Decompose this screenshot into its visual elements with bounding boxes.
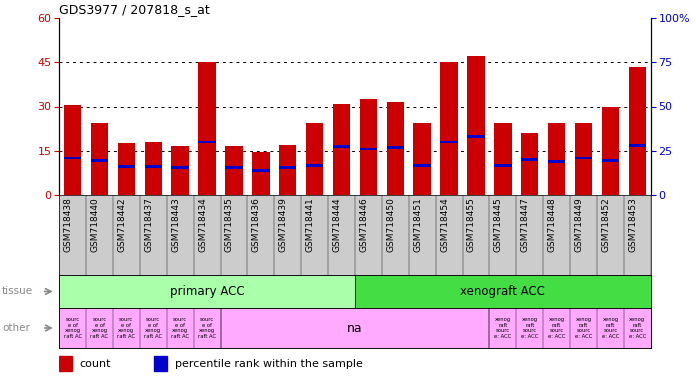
Bar: [386, 146, 404, 149]
Bar: [575, 157, 592, 159]
Text: GSM718447: GSM718447: [521, 197, 530, 252]
Text: GSM718450: GSM718450: [386, 197, 395, 252]
Bar: [467, 56, 484, 195]
Bar: [198, 141, 216, 143]
Bar: [494, 123, 512, 195]
Text: GSM718443: GSM718443: [171, 197, 180, 252]
Bar: [252, 169, 269, 172]
Bar: [333, 145, 350, 148]
Bar: [118, 143, 135, 195]
Bar: [575, 123, 592, 195]
Text: GSM718452: GSM718452: [601, 197, 610, 252]
Text: xenograft ACC: xenograft ACC: [461, 285, 545, 298]
Bar: [306, 164, 324, 167]
Bar: [355, 275, 651, 308]
Text: GSM718434: GSM718434: [198, 197, 207, 252]
Text: GSM718445: GSM718445: [494, 197, 503, 252]
Bar: [386, 102, 404, 195]
Text: GSM718453: GSM718453: [628, 197, 638, 252]
Bar: [154, 356, 167, 371]
Bar: [521, 133, 539, 195]
Bar: [413, 123, 431, 195]
Bar: [601, 159, 619, 162]
Text: xenog
raft
sourc
e: ACC: xenog raft sourc e: ACC: [521, 317, 539, 339]
Bar: [59, 356, 72, 371]
Bar: [198, 62, 216, 195]
Text: GSM718449: GSM718449: [574, 197, 583, 252]
Bar: [467, 135, 484, 138]
Text: GSM718437: GSM718437: [144, 197, 153, 252]
Text: other: other: [2, 323, 30, 333]
Text: na: na: [347, 321, 363, 334]
Bar: [90, 123, 109, 195]
Bar: [628, 144, 646, 147]
Text: GSM718448: GSM718448: [548, 197, 557, 252]
Text: xenog
raft
sourc
e: ACC: xenog raft sourc e: ACC: [628, 317, 646, 339]
Bar: [601, 106, 619, 195]
Text: GSM718442: GSM718442: [118, 197, 127, 252]
Text: xenog
raft
sourc
e: ACC: xenog raft sourc e: ACC: [602, 317, 619, 339]
Text: GSM718441: GSM718441: [306, 197, 315, 252]
Bar: [59, 275, 355, 308]
Text: tissue: tissue: [2, 286, 33, 296]
Text: percentile rank within the sample: percentile rank within the sample: [175, 359, 363, 369]
Bar: [494, 164, 512, 167]
Text: GSM718454: GSM718454: [440, 197, 449, 252]
Text: GSM718444: GSM718444: [333, 197, 342, 252]
Text: sourc
e of
xenog
raft AC: sourc e of xenog raft AC: [63, 317, 81, 339]
Text: GSM718455: GSM718455: [467, 197, 476, 252]
Bar: [628, 67, 646, 195]
Text: GSM718446: GSM718446: [359, 197, 368, 252]
Bar: [548, 123, 565, 195]
Bar: [279, 145, 296, 195]
Bar: [441, 141, 458, 143]
Bar: [413, 164, 431, 167]
Bar: [306, 123, 324, 195]
Text: xenog
raft
sourc
e: ACC: xenog raft sourc e: ACC: [548, 317, 565, 339]
Text: xenog
raft
sourc
e: ACC: xenog raft sourc e: ACC: [575, 317, 592, 339]
Bar: [90, 159, 109, 162]
Bar: [333, 104, 350, 195]
Bar: [521, 158, 539, 161]
Text: count: count: [80, 359, 111, 369]
Bar: [171, 166, 189, 169]
Bar: [360, 99, 377, 195]
Bar: [548, 160, 565, 163]
Text: primary ACC: primary ACC: [170, 285, 244, 298]
Text: sourc
e of
xenog
raft AC: sourc e of xenog raft AC: [198, 317, 216, 339]
Bar: [252, 152, 269, 195]
Text: GSM718440: GSM718440: [90, 197, 100, 252]
Bar: [226, 166, 243, 169]
Bar: [171, 146, 189, 195]
Bar: [145, 142, 162, 195]
Text: sourc
e of
xenog
raft AC: sourc e of xenog raft AC: [144, 317, 162, 339]
Text: GSM718436: GSM718436: [252, 197, 261, 252]
Bar: [64, 105, 81, 195]
Bar: [441, 62, 458, 195]
Bar: [118, 166, 135, 168]
Bar: [279, 166, 296, 169]
Text: sourc
e of
xenog
raft AC: sourc e of xenog raft AC: [118, 317, 136, 339]
Text: GSM718438: GSM718438: [63, 197, 72, 252]
Text: GSM718439: GSM718439: [278, 197, 287, 252]
Text: sourc
e of
xenog
raft AC: sourc e of xenog raft AC: [171, 317, 189, 339]
Bar: [145, 166, 162, 168]
Text: GDS3977 / 207818_s_at: GDS3977 / 207818_s_at: [59, 3, 210, 16]
Bar: [226, 146, 243, 195]
Text: GSM718451: GSM718451: [413, 197, 422, 252]
Bar: [360, 148, 377, 150]
Text: sourc
e of
xenog
raft AC: sourc e of xenog raft AC: [90, 317, 109, 339]
Text: GSM718435: GSM718435: [225, 197, 234, 252]
Bar: [64, 157, 81, 159]
Text: xenog
raft
sourc
e: ACC: xenog raft sourc e: ACC: [494, 317, 512, 339]
